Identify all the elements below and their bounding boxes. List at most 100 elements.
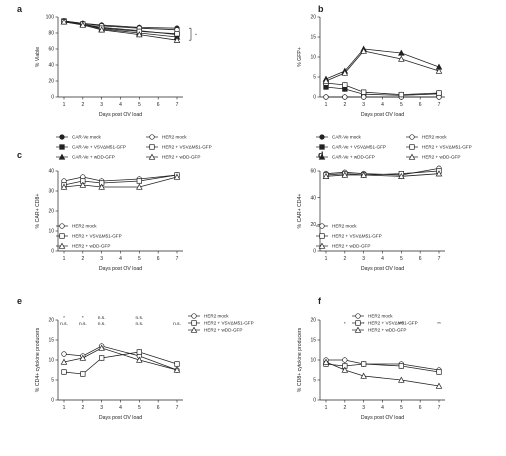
y-tick-label: 20	[48, 79, 54, 85]
series-0	[61, 343, 180, 373]
data-point	[98, 344, 105, 351]
y-axis-label: % GFP+	[297, 47, 303, 67]
legend-marker	[319, 223, 325, 229]
data-point	[98, 26, 105, 33]
series-2	[322, 45, 443, 82]
x-tick-label: 1	[63, 256, 66, 262]
legend: HER2 mock HER2 + VSVΔM51-GFP HER2 + wDD-GF…	[352, 313, 418, 333]
data-point	[398, 91, 404, 98]
data-point	[435, 67, 443, 74]
y-tick-label: 15	[48, 338, 54, 344]
panel-letter: a	[17, 4, 23, 14]
data-point	[361, 89, 367, 95]
data-point	[173, 36, 181, 43]
data-point	[322, 172, 330, 179]
y-tick-label: 0	[51, 95, 54, 101]
legend-label: HER2 + wDD-GFP	[204, 328, 242, 333]
y-tick-label: 0	[51, 249, 54, 255]
data-point	[173, 366, 181, 373]
x-axis-label: Days post OV load	[99, 266, 142, 272]
x-tick-label: 2	[81, 256, 84, 262]
data-point	[436, 90, 442, 96]
panel-letter: e	[17, 296, 22, 306]
legend-marker	[58, 242, 66, 249]
x-tick-label: 4	[381, 256, 384, 262]
data-point	[79, 21, 87, 28]
data-point	[174, 361, 180, 367]
y-tick-label: 20	[310, 222, 316, 228]
legend-marker	[59, 223, 65, 229]
y-tick-label: 40	[48, 63, 54, 69]
legend-label: HER2 + VSVΔM51-GFP	[332, 234, 382, 239]
legend-marker	[319, 233, 325, 239]
legend-label: HER2 + wDD-GFP	[368, 328, 406, 333]
x-tick-label: 3	[100, 102, 103, 108]
x-tick-label: 5	[138, 102, 141, 108]
y-axis-label: % CD8+ cytokine producers	[297, 327, 303, 392]
x-tick-label: 5	[400, 405, 403, 411]
legend-marker	[191, 313, 197, 319]
legend-label: HER2 mock	[162, 135, 187, 140]
series-1	[323, 361, 442, 375]
x-tick-label: 6	[157, 256, 160, 262]
y-tick-label: 0	[51, 398, 54, 404]
data-point	[80, 371, 86, 377]
y-tick-label: 20	[310, 318, 316, 324]
x-tick-label: 2	[343, 256, 346, 262]
series-1	[61, 349, 180, 377]
legend-marker	[354, 326, 362, 333]
data-point	[342, 94, 348, 100]
legend-label: HER2 + VSVΔM51-GFP	[72, 234, 122, 239]
data-point	[360, 171, 367, 178]
y-axis-label: % Viable	[35, 47, 41, 67]
data-point	[435, 170, 443, 177]
data-point	[361, 94, 367, 100]
y-tick-label: 0	[313, 95, 316, 101]
data-point	[136, 31, 143, 38]
y-tick-label: 10	[310, 358, 316, 364]
y-tick-label: 60	[48, 47, 54, 53]
significance-mark: *	[344, 321, 346, 327]
legend-marker	[319, 134, 325, 140]
significance-mark: *	[82, 315, 84, 321]
data-point	[322, 77, 330, 84]
data-point	[398, 363, 404, 369]
x-tick-label: 7	[438, 405, 441, 411]
legend: CAR-Ve mock CAR-Ve + VSVΔM51-GFP CAR-Ve + …	[316, 134, 472, 160]
legend-label: HER2 mock	[204, 314, 229, 319]
data-point	[79, 181, 87, 188]
x-tick-label: 4	[119, 256, 122, 262]
data-point	[435, 382, 443, 389]
significance-mark: n.s.	[79, 322, 87, 327]
data-point	[174, 31, 180, 37]
legend-marker	[409, 144, 415, 150]
legend-label: HER2 + VSVΔM51-GFP	[162, 145, 212, 150]
x-tick-label: 3	[362, 256, 365, 262]
x-tick-label: 1	[325, 405, 328, 411]
series-2	[322, 170, 443, 180]
y-tick-label: 15	[310, 35, 316, 41]
legend-label: CAR-Ve + wDD-GFP	[72, 155, 115, 160]
x-tick-label: 4	[119, 405, 122, 411]
x-tick-label: 2	[343, 102, 346, 108]
legend-label: CAR-Ve + VSVΔM51-GFP	[72, 145, 126, 150]
x-tick-label: 4	[381, 102, 384, 108]
data-point	[361, 361, 367, 367]
significance-mark: n.s.	[173, 322, 181, 327]
panel-f: f 0 5 10 15 20 1 2 3 4 5 6 7 % CD8+ cytokine producer…	[297, 296, 445, 421]
panel-e: e 0 5 10 15 20 1 2 3 4 5 6 7 % CD4+ cytokine producer…	[17, 296, 254, 421]
y-axis-label: % CD4+ cytokine producers	[35, 327, 41, 392]
legend-marker	[319, 144, 325, 150]
y-tick-label: 40	[48, 169, 54, 175]
data-point	[398, 172, 405, 179]
series-1	[323, 168, 442, 178]
x-tick-label: 3	[100, 256, 103, 262]
panel-b: b 0 5 10 15 20 1 2 3 4 5 6 7 % GFP+ Days post OV load C…	[297, 4, 472, 160]
data-point	[98, 183, 105, 190]
data-point	[360, 47, 367, 54]
significance-mark: n.s.	[98, 316, 106, 321]
legend-label: HER2 + wDD-GFP	[422, 155, 460, 160]
x-tick-label: 3	[100, 405, 103, 411]
x-tick-label: 7	[176, 256, 179, 262]
